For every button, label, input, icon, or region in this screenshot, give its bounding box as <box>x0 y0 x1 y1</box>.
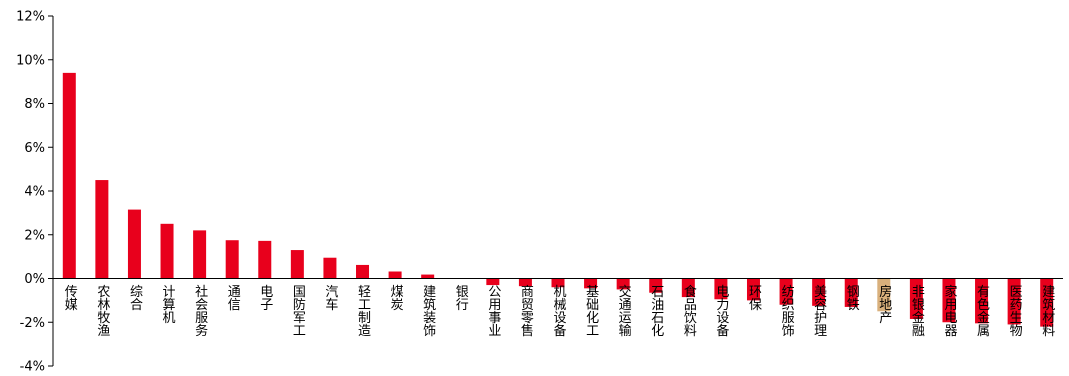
bar <box>616 278 630 290</box>
bar <box>714 278 728 300</box>
x-category-label: 汽车 <box>322 285 338 311</box>
y-tick-label: 8% <box>24 97 45 112</box>
x-category-label: 农林牧渔 <box>94 285 110 337</box>
bar <box>1007 278 1021 325</box>
x-category-label: 美容护理 <box>811 285 827 337</box>
x-category-label: 环保 <box>746 285 762 311</box>
x-category-label: 钢铁 <box>844 285 860 311</box>
bar <box>323 257 337 279</box>
bar <box>486 278 500 286</box>
x-category-label: 基础化工 <box>583 285 599 337</box>
x-category-label: 综合 <box>127 285 143 311</box>
x-category-label: 纺织服饰 <box>779 285 795 337</box>
bar <box>812 278 826 306</box>
y-tick-label: 12% <box>16 10 45 25</box>
x-category-label: 非银金融 <box>909 285 925 337</box>
bar <box>877 278 891 312</box>
bar <box>95 180 109 279</box>
bar <box>62 72 76 279</box>
x-category-label: 电子 <box>257 285 273 311</box>
x-category-label: 通信 <box>225 285 241 311</box>
bar <box>356 264 370 279</box>
x-category-label: 食品饮料 <box>681 284 697 337</box>
x-category-label: 建筑材料 <box>1039 285 1055 337</box>
x-category-label: 建筑装饰 <box>420 285 436 337</box>
x-category-label: 轻工制造 <box>355 285 371 338</box>
y-tick-label: 4% <box>24 185 45 200</box>
x-category-label: 有色金属 <box>974 285 990 338</box>
bar <box>681 278 695 298</box>
x-category-label: 国防军工 <box>290 285 306 337</box>
x-category-label: 传媒 <box>62 285 78 311</box>
x-category-label: 电力设备 <box>713 285 729 338</box>
y-tick-label: 10% <box>16 53 45 68</box>
bar <box>551 278 565 288</box>
y-tick-label: -4% <box>20 360 45 375</box>
bar <box>518 278 532 287</box>
x-category-label: 公用事业 <box>485 285 501 337</box>
x-category-label: 房地产 <box>876 284 892 325</box>
bar <box>844 278 858 307</box>
x-category-label: 计算机 <box>160 285 176 325</box>
x-category-label: 石油石化 <box>648 285 664 338</box>
x-category-label: 医药生物 <box>1007 285 1023 338</box>
bar <box>225 240 239 279</box>
y-tick-label: -2% <box>20 316 45 331</box>
x-axis-labels: 传媒 农林牧渔 综合 计算机 社会服务 通信 电子 国防军工 汽车 轻工制造 煤炭 建筑装饰 银行 公用事… <box>62 284 1055 338</box>
bar <box>258 240 272 279</box>
bar <box>421 274 435 279</box>
x-category-label: 交通运输 <box>616 284 632 337</box>
bar <box>746 278 760 301</box>
x-category-label: 社会服务 <box>192 284 208 337</box>
bar <box>388 271 402 279</box>
bar <box>975 278 989 324</box>
bar <box>1040 278 1054 327</box>
x-category-label: 家用电器 <box>941 284 957 338</box>
bar <box>779 278 793 305</box>
bar <box>909 278 923 319</box>
bar <box>584 278 598 289</box>
bars <box>53 72 1063 327</box>
x-category-label: 银行 <box>453 285 469 312</box>
bar <box>193 230 207 279</box>
bar <box>942 278 956 323</box>
bar <box>160 223 174 279</box>
y-tick-label: 0% <box>24 272 45 287</box>
bar <box>649 278 663 293</box>
bar <box>127 209 141 279</box>
bar <box>290 250 304 279</box>
x-category-label: 煤炭 <box>388 285 404 312</box>
y-tick-label: 2% <box>24 228 45 243</box>
x-category-label: 商贸零售 <box>518 285 534 337</box>
x-category-label: 机械设备 <box>551 285 567 338</box>
y-axis: -4% -2% 0% 2% 4% 6% 8% 10% 12% <box>16 10 54 375</box>
y-tick-label: 6% <box>24 141 45 156</box>
